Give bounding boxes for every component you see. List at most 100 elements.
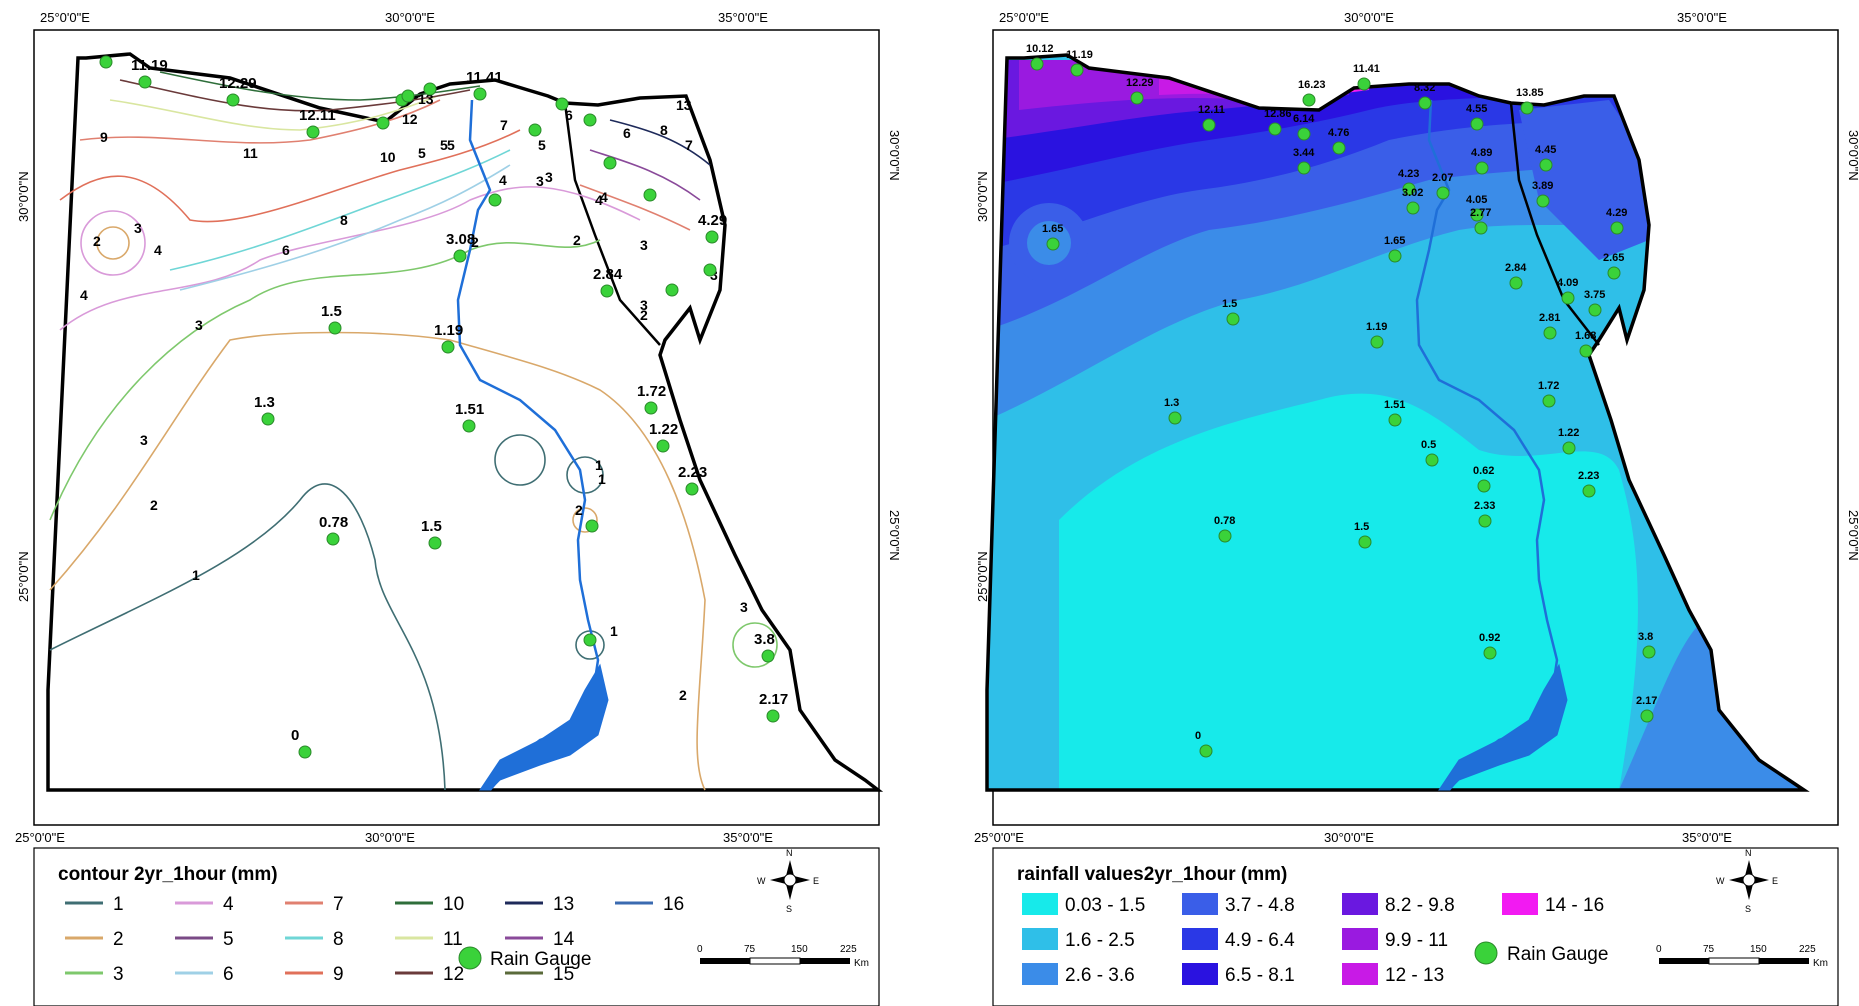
rain-gauge-value: 8.32 <box>1414 82 1435 94</box>
rain-gauge-marker <box>423 82 437 96</box>
contour-value-label: 12 <box>402 111 418 127</box>
rain-gauge-value: 12.86 <box>1264 108 1292 120</box>
svg-text:225: 225 <box>840 944 857 955</box>
svg-text:150: 150 <box>1750 944 1767 955</box>
rain-gauge-marker <box>1483 646 1497 660</box>
lake-nasser <box>479 663 609 791</box>
rain-gauge-value: 12.29 <box>1126 77 1154 89</box>
rain-gauge-value: 6.14 <box>1293 113 1315 125</box>
contour-value-label: 6 <box>565 107 573 123</box>
contour-value-label: 5 <box>538 137 546 153</box>
rainfall-class-label: 0.03 - 1.5 <box>1065 895 1145 916</box>
contour-value-label: 8 <box>340 212 348 228</box>
rain-gauge-value: 0.62 <box>1473 465 1494 477</box>
contour-value-label: 1 <box>610 623 618 639</box>
contour-value-label: 4 <box>80 287 88 303</box>
contour-value-label: 7 <box>500 117 508 133</box>
rain-gauge-marker <box>1302 93 1316 107</box>
rainfall-class-swatch <box>1022 928 1058 950</box>
rain-gauge-marker <box>656 439 670 453</box>
contour-legend-label: 14 <box>553 929 575 950</box>
svg-text:E: E <box>813 876 819 886</box>
lon-label-bottom: 35°0'0"E <box>1682 830 1732 845</box>
rain-gauge-value: 4.29 <box>698 212 727 229</box>
rain-gauge-marker <box>1030 57 1044 71</box>
legend-title: rainfall values2yr_1hour (mm) <box>1017 864 1287 885</box>
contour-value-label: 4 <box>595 192 603 208</box>
contour-value-label: 10 <box>380 149 396 165</box>
svg-text:75: 75 <box>744 944 756 955</box>
contour-legend-label: 1 <box>113 894 124 915</box>
rain-gauge-value: 3.08 <box>446 231 475 248</box>
rain-gauge-value: 12.11 <box>1198 104 1225 116</box>
rain-gauge-value: 0 <box>1195 730 1201 742</box>
svg-text:225: 225 <box>1799 944 1816 955</box>
rain-gauge-value: 11.41 <box>1353 63 1380 75</box>
rain-gauge-marker <box>298 745 312 759</box>
lon-label-top: 30°0'0"E <box>1344 10 1394 25</box>
scale-bar: 0 75 150 225 Km <box>1656 944 1828 969</box>
rain-gauge-value: 2.33 <box>1474 500 1495 512</box>
svg-text:N: N <box>786 848 793 858</box>
rain-gauge-value: 2.77 <box>1470 207 1491 219</box>
rain-gauge-value: 0.92 <box>1479 632 1500 644</box>
lon-label-bottom: 35°0'0"E <box>723 830 773 845</box>
rain-gauge-marker <box>1542 394 1556 408</box>
rain-gauge-value: 2.84 <box>1505 262 1527 274</box>
rain-gauge-marker <box>685 482 699 496</box>
lon-label-top: 30°0'0"E <box>385 10 435 25</box>
rain-gauge-marker <box>1539 158 1553 172</box>
rain-gauge-marker <box>1509 276 1523 290</box>
rainfall-class-label: 3.7 - 4.8 <box>1225 895 1295 916</box>
rain-gauge-value: 16.23 <box>1298 79 1326 91</box>
contour-value-label: 2 <box>573 232 581 248</box>
lake-nasser <box>1438 663 1568 791</box>
rain-gauge-value: 1.51 <box>1384 399 1405 411</box>
rain-gauge-marker <box>1477 479 1491 493</box>
rain-gauge-marker <box>453 249 467 263</box>
rain-gauge-value: 1.5 <box>321 303 342 320</box>
rain-gauge-value: 2.17 <box>759 691 788 708</box>
lon-label-bottom: 25°0'0"E <box>974 830 1024 845</box>
rain-gauge-value: 0 <box>291 727 299 744</box>
contour-legend-label: 16 <box>663 894 684 915</box>
rain-gauge-value: 1.68 <box>1575 330 1596 342</box>
contour-value-label: 8 <box>660 122 668 138</box>
rainfall-class-label: 4.9 - 6.4 <box>1225 930 1295 951</box>
rain-gauge-marker <box>1474 221 1488 235</box>
rain-gauge-marker <box>138 75 152 89</box>
contour-lines <box>49 71 778 791</box>
rain-gauge-marker <box>1358 535 1372 549</box>
rain-gauge-marker <box>603 156 617 170</box>
rain-gauge-marker <box>600 284 614 298</box>
rainfall-class-swatch <box>1342 928 1378 950</box>
contour-value-label: 13 <box>676 97 692 113</box>
contour-value-label: 6 <box>623 125 631 141</box>
rain-gauge-marker <box>261 412 275 426</box>
rainfall-class-swatch <box>1182 963 1218 985</box>
contour-value-label: 9 <box>100 129 108 145</box>
rain-gauge-value: 12.11 <box>299 107 336 124</box>
rain-gauge-marker <box>1297 161 1311 175</box>
rain-gauge-marker <box>766 709 780 723</box>
rain-gauge-value: 11.41 <box>466 69 503 86</box>
svg-text:0: 0 <box>697 944 703 955</box>
rain-gauge-marker <box>226 93 240 107</box>
rain-gauge-value: 3.8 <box>754 631 775 648</box>
lat-label-right: 30°0'0"N <box>887 130 900 181</box>
rain-gauge-marker <box>1226 312 1240 326</box>
svg-text:E: E <box>1772 876 1778 886</box>
rain-gauge-value: 0.5 <box>1421 439 1436 451</box>
north-arrow-icon: N S E W <box>1716 848 1778 914</box>
rainfall-class-swatch <box>1182 893 1218 915</box>
rain-gauge-marker <box>1520 101 1534 115</box>
rainfall-class-swatch <box>1342 893 1378 915</box>
contour-value-label: 3 <box>140 432 148 448</box>
rain-gauge-value: 2.81 <box>1539 312 1560 324</box>
svg-text:S: S <box>786 904 792 914</box>
legend-box <box>992 847 1839 1006</box>
rain-gauge-marker <box>1470 208 1484 222</box>
rain-gauge-marker <box>1425 453 1439 467</box>
rain-gauge-value: 4.09 <box>1557 277 1578 289</box>
rain-gauge-marker <box>555 97 569 111</box>
